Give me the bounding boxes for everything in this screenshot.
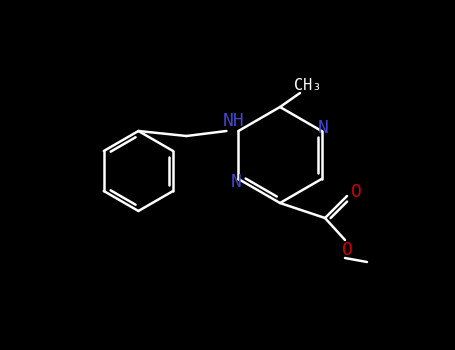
Text: N: N	[318, 119, 329, 137]
Text: O: O	[350, 183, 361, 201]
Text: N: N	[231, 173, 242, 191]
Text: CH₃: CH₃	[294, 77, 322, 92]
Text: O: O	[342, 241, 353, 259]
Text: NH: NH	[222, 112, 244, 130]
